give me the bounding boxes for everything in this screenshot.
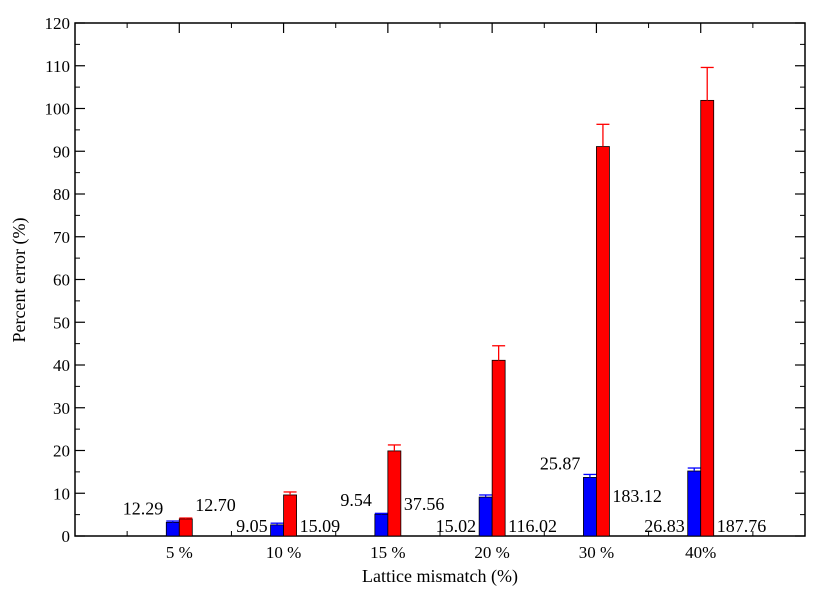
y-tick-label: 60 (53, 271, 70, 290)
x-tick-label: 30 % (579, 543, 614, 562)
x-tick-label: 40% (685, 543, 716, 562)
data-label: 187.76 (717, 516, 767, 536)
data-label: 15.02 (436, 516, 477, 536)
y-tick-label: 20 (53, 442, 70, 461)
data-label: 25.87 (540, 453, 581, 473)
x-axis-title: Lattice mismatch (%) (362, 566, 518, 587)
bar-series (165, 66, 715, 537)
bar (491, 359, 506, 537)
data-label: 116.02 (508, 516, 557, 536)
bar (596, 146, 610, 537)
y-tick-label: 50 (53, 313, 70, 332)
y-tick-label: 70 (53, 228, 70, 247)
y-tick-label: 10 (53, 484, 70, 503)
bar (700, 99, 715, 537)
data-label: 12.29 (123, 498, 164, 518)
bar (283, 494, 297, 537)
y-tick-label: 80 (53, 185, 70, 204)
bar (374, 513, 389, 537)
y-tick-label: 120 (45, 14, 71, 33)
y-tick-label: 110 (45, 57, 70, 76)
x-tick-label: 10 % (266, 543, 301, 562)
x-axis-ticks: 5 % 10 % 15 % 20 % 30 % 40% (126, 23, 754, 562)
data-label: 26.83 (644, 516, 685, 536)
x-tick-label: 5 % (166, 543, 193, 562)
data-label: 9.54 (340, 490, 372, 510)
x-tick-label: 20 % (474, 543, 509, 562)
y-axis-title: Percent error (%) (9, 218, 30, 343)
data-label: 37.56 (404, 494, 445, 514)
y-axis-ticks: 0 10 20 30 40 50 60 70 80 90 100 110 120 (45, 14, 805, 546)
y-tick-label: 90 (53, 142, 70, 161)
bar (478, 496, 493, 537)
bar (687, 470, 702, 537)
bar (387, 450, 402, 537)
y-tick-label: 30 (53, 399, 70, 418)
plot-frame (74, 22, 806, 537)
data-labels: 12.29 9.05 9.54 15.02 25.87 26.83 12.70 15.09 37… (123, 453, 766, 536)
y-tick-label: 100 (45, 100, 71, 119)
bar (583, 477, 597, 537)
bar (270, 524, 284, 537)
x-tick-label: 15 % (370, 543, 405, 562)
bar (178, 518, 193, 537)
data-label: 183.12 (612, 486, 662, 506)
data-label: 12.70 (195, 495, 236, 515)
y-tick-label: 40 (53, 356, 70, 375)
y-tick-label: 0 (62, 527, 71, 546)
bar (165, 521, 180, 537)
data-label: 15.09 (300, 516, 341, 536)
data-label: 9.05 (236, 516, 268, 536)
